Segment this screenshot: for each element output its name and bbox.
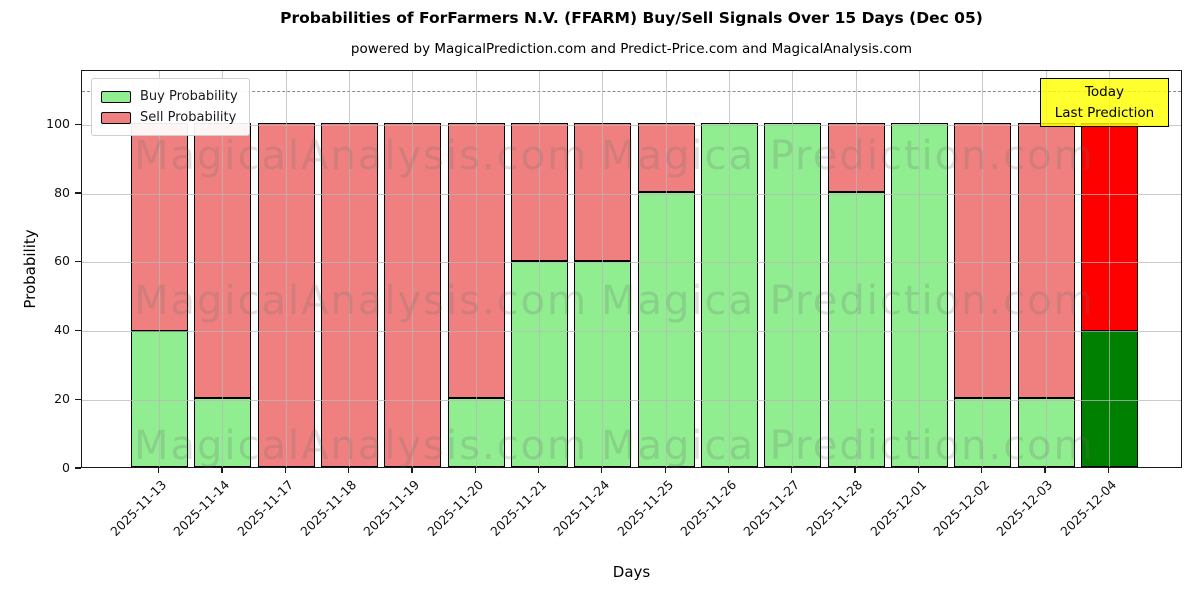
legend-item-buy: Buy Probability <box>101 86 238 107</box>
x-tick-label: 2025-11-27 <box>740 477 803 539</box>
x-tick-mark <box>917 468 920 473</box>
x-tick-mark <box>537 468 540 473</box>
v-gridline <box>728 71 730 467</box>
x-tick-label: 2025-11-17 <box>233 477 296 539</box>
x-axis: 2025-11-13 2025-11-14 2025-11-17 2025-11-18… <box>81 468 1182 600</box>
y-tick-label: 80 <box>54 184 70 200</box>
legend-item-sell: Sell Probability <box>101 107 238 128</box>
y-tick-label: 60 <box>54 253 70 269</box>
x-tick-mark <box>411 468 413 473</box>
today-annotation-line1: Today <box>1084 83 1125 100</box>
chart-title: Probabilities of ForFarmers N.V. (FFARM)… <box>280 9 983 27</box>
x-tick-mark <box>601 468 603 473</box>
v-gridline <box>412 71 414 467</box>
legend-label-buy: Buy Probability <box>140 89 238 104</box>
x-tick-label: 2025-12-02 <box>930 477 993 539</box>
today-annotation-box: Today Last Prediction <box>1040 78 1169 127</box>
x-tick-mark <box>1044 468 1046 473</box>
v-gridline <box>539 71 541 467</box>
x-tick-mark <box>474 468 476 473</box>
legend: Buy Probability Sell Probability <box>91 78 250 136</box>
y-tick-label: 100 <box>46 115 70 131</box>
x-tick-label: 2025-11-21 <box>487 477 550 539</box>
x-tick-label: 2025-12-03 <box>993 477 1056 539</box>
v-gridline <box>475 71 477 467</box>
v-gridline <box>285 71 287 467</box>
y-tick-label: 40 <box>54 322 70 338</box>
x-tick-mark <box>284 468 286 473</box>
h-gridline <box>82 124 1181 126</box>
v-gridline <box>792 71 794 467</box>
x-tick-mark <box>664 468 666 473</box>
chart-subtitle: powered by MagicalPrediction.com and Pre… <box>350 41 913 57</box>
y-tick-mark <box>75 192 81 194</box>
x-tick-label: 2025-12-04 <box>1056 477 1119 539</box>
x-tick-label: 2025-11-14 <box>170 477 233 539</box>
x-tick-label: 2025-11-25 <box>613 477 676 539</box>
x-tick-label: 2025-11-13 <box>107 477 170 539</box>
v-gridline <box>665 71 667 467</box>
y-tick-label: 20 <box>54 390 70 406</box>
y-tick-mark <box>75 467 81 469</box>
y-tick-mark <box>75 261 81 263</box>
h-gridline <box>82 262 1181 264</box>
v-gridline <box>222 71 224 467</box>
x-tick-label: 2025-12-01 <box>867 477 930 539</box>
x-axis-title: Days <box>612 563 651 581</box>
x-tick-mark <box>854 468 856 473</box>
v-gridline <box>982 71 984 467</box>
v-gridline <box>1108 71 1110 467</box>
h-gridline <box>82 399 1181 401</box>
x-tick-label: 2025-11-24 <box>550 477 613 539</box>
threshold-dashed-line <box>82 90 1181 92</box>
y-axis: 0 20 40 60 80 100 <box>0 70 81 475</box>
y-tick-label: 0 <box>62 459 70 475</box>
x-tick-mark <box>158 468 160 473</box>
x-tick-label: 2025-11-26 <box>677 477 740 539</box>
x-tick-label: 2025-11-28 <box>803 477 866 539</box>
v-gridline <box>602 71 604 467</box>
plot-area: Buy Probability Sell Probability Today L… <box>81 70 1182 469</box>
x-tick-mark <box>791 468 793 473</box>
x-tick-label: 2025-11-19 <box>360 477 423 539</box>
x-tick-mark <box>347 468 350 473</box>
v-gridline <box>349 71 351 467</box>
y-tick-mark <box>75 398 81 400</box>
legend-label-sell: Sell Probability <box>140 110 237 125</box>
x-tick-mark <box>1107 468 1109 473</box>
h-gridline <box>82 331 1181 333</box>
v-gridline <box>1045 71 1047 467</box>
x-tick-label: 2025-11-20 <box>423 477 486 539</box>
today-annotation-line2: Last Prediction <box>1054 104 1155 121</box>
x-tick-label: 2025-11-18 <box>297 477 360 539</box>
x-tick-mark <box>727 468 730 473</box>
v-gridline <box>855 71 857 467</box>
v-gridline <box>918 71 920 467</box>
x-tick-mark <box>221 468 223 473</box>
legend-swatch-buy <box>101 90 131 103</box>
v-gridline <box>159 71 161 467</box>
legend-swatch-sell <box>101 111 131 124</box>
x-tick-mark <box>981 468 983 473</box>
h-gridline <box>82 193 1181 195</box>
y-tick-mark <box>75 123 81 125</box>
y-tick-mark <box>75 329 81 332</box>
